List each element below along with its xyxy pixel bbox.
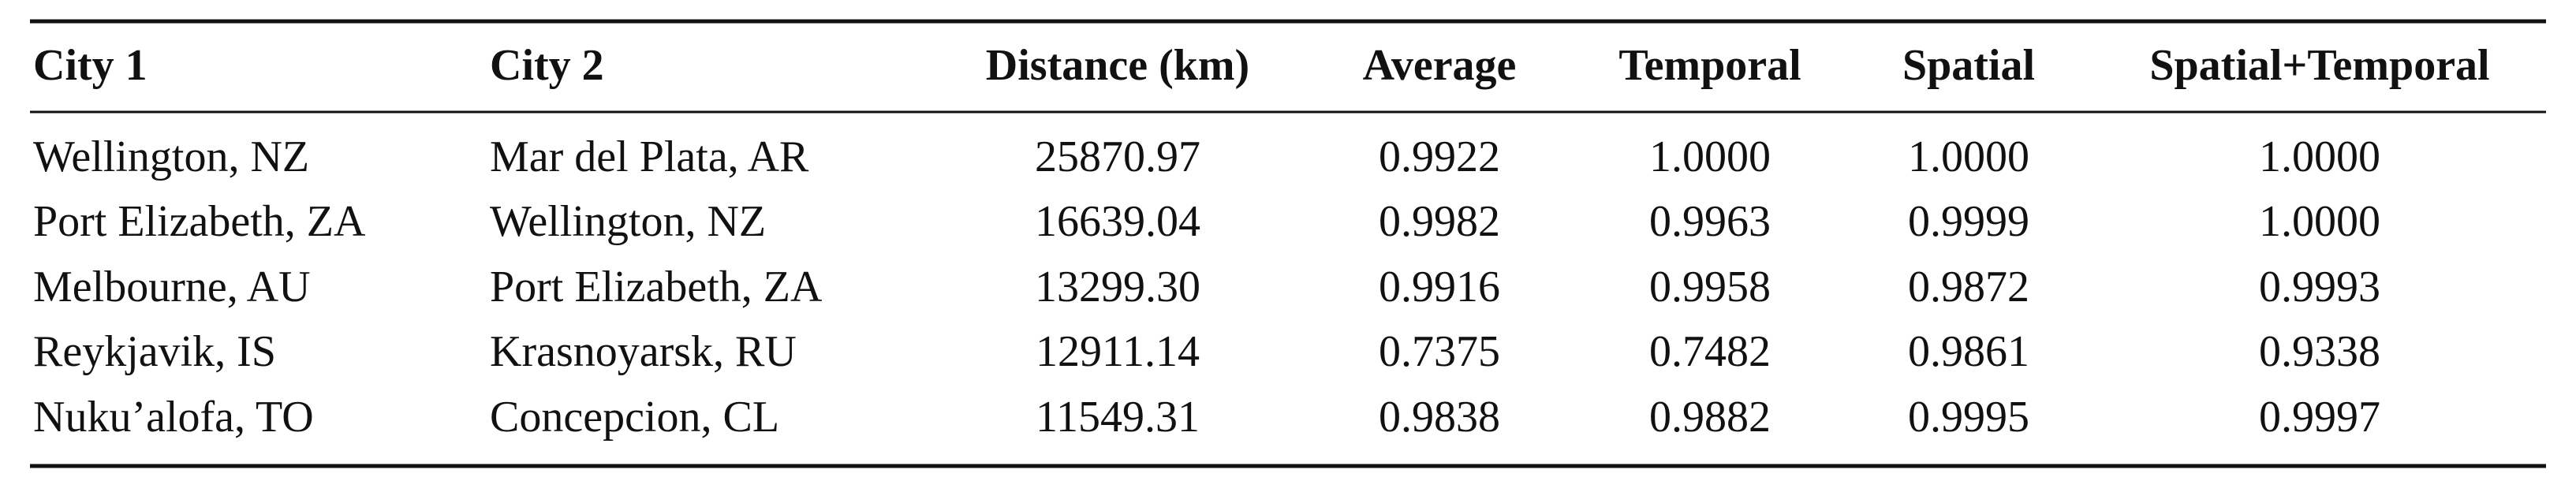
cell: 0.9338 [2259,327,2380,376]
header-cell: Temporal [1618,41,1801,90]
cell: 1.0000 [1649,132,1771,181]
cell: 0.9916 [1379,263,1500,311]
header-cell: City 2 [490,41,604,90]
header-cell: City 1 [33,41,147,90]
cell: 0.9995 [1908,393,2029,442]
cell: 1.0000 [1908,132,2029,181]
cell: 0.9882 [1649,393,1771,442]
cell: Port Elizabeth, ZA [490,263,823,311]
cell: 0.9872 [1908,263,2029,311]
header-cell: Distance (km) [986,41,1249,90]
cell: 0.9993 [2259,263,2380,311]
cell: 0.9958 [1649,263,1771,311]
cell: Wellington, NZ [33,132,309,181]
cell: 13299.30 [1035,263,1200,311]
cell: Reykjavik, IS [33,327,276,376]
cell: 1.0000 [2259,197,2380,246]
cell: 16639.04 [1035,197,1200,246]
cell: Wellington, NZ [490,197,766,246]
cell: Melbourne, AU [33,263,311,311]
cell: 1.0000 [2259,132,2380,181]
cell: 0.9999 [1908,197,2029,246]
cell: 0.9838 [1379,393,1500,442]
cell: 0.9963 [1649,197,1771,246]
cell: 0.9861 [1908,327,2029,376]
cell: Port Elizabeth, ZA [33,197,366,246]
cell: 11549.31 [1036,393,1200,442]
cell: Concepcion, CL [490,393,779,442]
cell: Krasnoyarsk, RU [490,327,797,376]
cell: Nuku’alofa, TO [33,393,314,442]
cell: 0.9922 [1379,132,1500,181]
header-cell: Spatial [1902,41,2035,90]
cell: 12911.14 [1036,327,1200,376]
cell: Mar del Plata, AR [490,132,809,181]
cell: 25870.97 [1035,132,1200,181]
cell: 0.9997 [2259,393,2380,442]
cell: 0.7375 [1379,327,1500,376]
cell: 0.7482 [1649,327,1771,376]
cell: 0.9982 [1379,197,1500,246]
header-cell: Spatial+Temporal [2149,41,2489,90]
header-cell: Average [1363,41,1517,90]
